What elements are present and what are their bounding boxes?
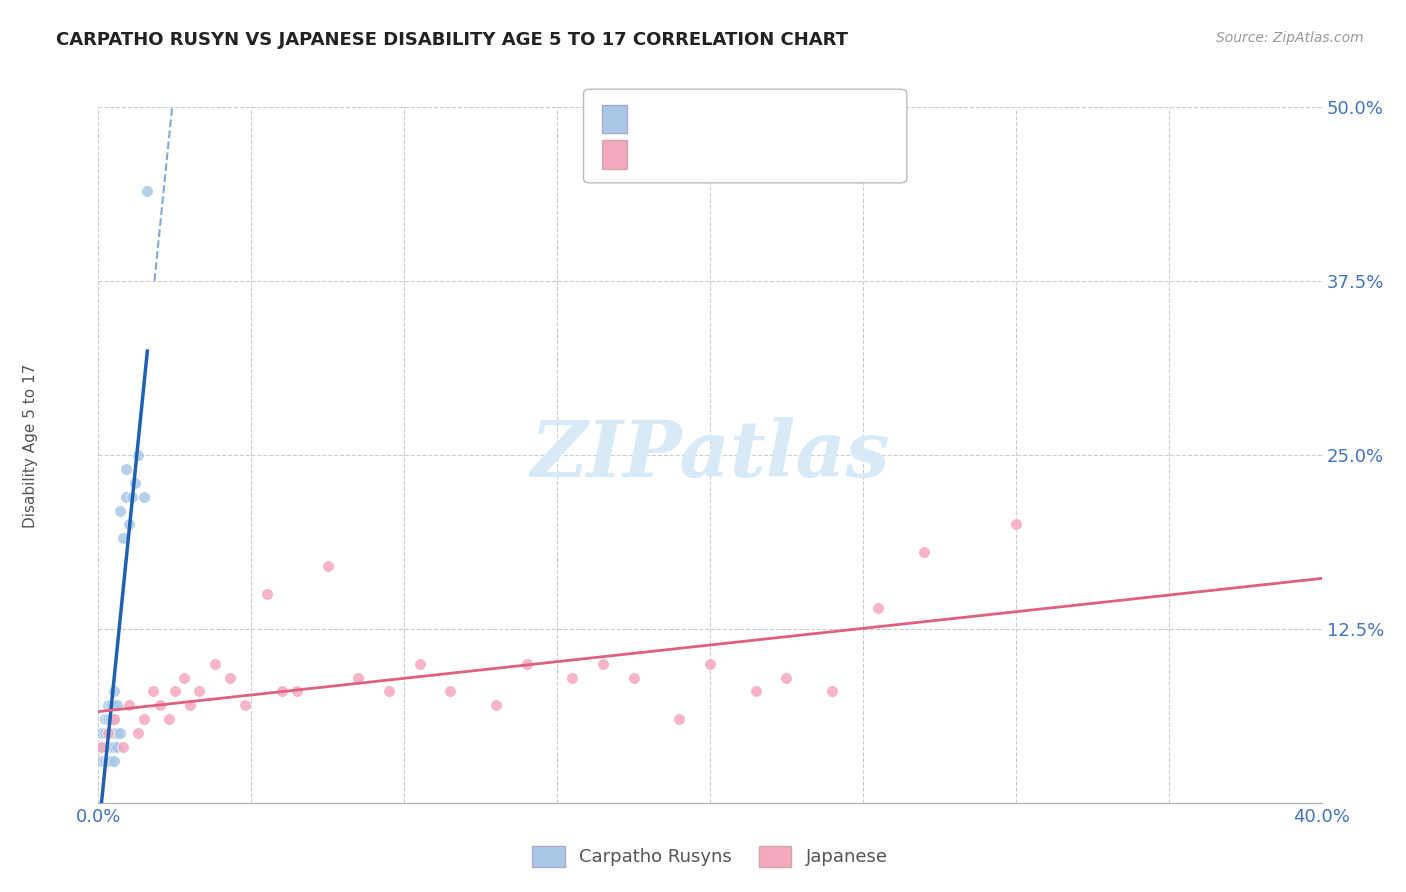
Point: [105, 698, 128, 713]
Point: [105, 740, 128, 755]
Point: [118, 517, 141, 532]
Point: [868, 601, 890, 615]
Point: [179, 698, 201, 713]
Point: [108, 503, 131, 517]
Point: [149, 698, 172, 713]
Point: [90, 740, 112, 755]
Point: [347, 671, 370, 685]
Point: [188, 684, 211, 698]
Point: [127, 448, 149, 462]
Point: [93, 754, 115, 768]
Point: [316, 559, 339, 574]
Point: [103, 684, 125, 698]
Text: Source: ZipAtlas.com: Source: ZipAtlas.com: [1216, 31, 1364, 45]
Point: [105, 726, 128, 740]
Point: [121, 490, 143, 504]
Point: [173, 671, 195, 685]
Point: [103, 712, 125, 726]
Text: Disability Age 5 to 17: Disability Age 5 to 17: [24, 364, 38, 528]
Point: [1004, 517, 1026, 532]
Point: [103, 712, 125, 726]
Point: [97, 712, 120, 726]
Point: [163, 684, 186, 698]
Point: [100, 726, 122, 740]
Legend: Carpatho Rusyns, Japanese: Carpatho Rusyns, Japanese: [524, 838, 896, 874]
Point: [103, 754, 125, 768]
Point: [745, 684, 768, 698]
Point: [912, 545, 935, 559]
Point: [127, 726, 149, 740]
Point: [592, 657, 614, 671]
Point: [97, 754, 120, 768]
Text: N =: N =: [731, 145, 770, 163]
Point: [134, 490, 156, 504]
Point: [516, 657, 538, 671]
Point: [97, 698, 120, 713]
Point: [157, 712, 180, 726]
Point: [115, 490, 138, 504]
Point: [90, 726, 112, 740]
Text: ZIPatlas: ZIPatlas: [530, 417, 890, 493]
Point: [485, 698, 508, 713]
Point: [108, 726, 131, 740]
Point: [134, 712, 156, 726]
Point: [97, 726, 120, 740]
Point: [233, 698, 256, 713]
Point: [285, 684, 308, 698]
Point: [115, 462, 138, 476]
Point: [124, 475, 146, 490]
Point: [100, 740, 122, 755]
Point: [90, 740, 112, 755]
Point: [103, 726, 125, 740]
Point: [100, 754, 122, 768]
Point: [93, 712, 115, 726]
Point: [118, 698, 141, 713]
Point: [136, 184, 159, 198]
Point: [204, 657, 226, 671]
Point: [668, 712, 690, 726]
Text: CARPATHO RUSYN VS JAPANESE DISABILITY AGE 5 TO 17 CORRELATION CHART: CARPATHO RUSYN VS JAPANESE DISABILITY AG…: [56, 31, 848, 49]
Point: [256, 587, 278, 601]
Point: [142, 684, 165, 698]
Point: [219, 671, 242, 685]
Text: N =: N =: [731, 110, 770, 128]
Point: [623, 671, 645, 685]
Text: R =: R =: [637, 110, 675, 128]
Point: [821, 684, 844, 698]
Text: R =: R =: [637, 145, 675, 163]
Point: [408, 657, 430, 671]
Point: [100, 698, 122, 713]
Text: 36: 36: [765, 110, 789, 128]
Point: [103, 740, 125, 755]
Point: [439, 684, 461, 698]
Point: [100, 712, 122, 726]
Text: 0.721: 0.721: [672, 110, 727, 128]
Point: [90, 754, 112, 768]
Point: [93, 740, 115, 755]
Text: 38: 38: [765, 145, 789, 163]
Point: [103, 698, 125, 713]
Point: [270, 684, 292, 698]
Text: 0.526: 0.526: [672, 145, 727, 163]
Point: [775, 671, 797, 685]
Point: [561, 671, 583, 685]
Point: [111, 740, 134, 755]
Point: [699, 657, 721, 671]
Point: [93, 726, 115, 740]
Point: [378, 684, 401, 698]
Point: [111, 532, 134, 546]
Point: [97, 726, 120, 740]
